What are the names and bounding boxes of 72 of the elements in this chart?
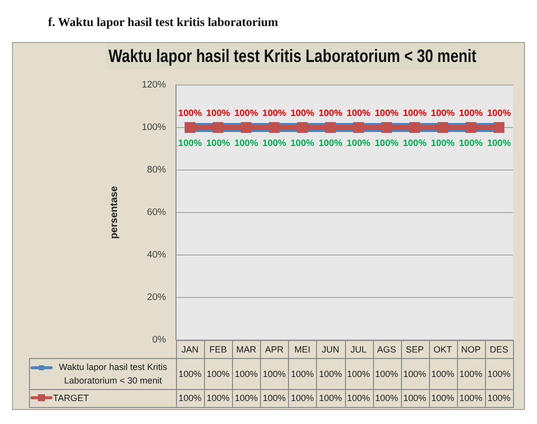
data-label: 100% (178, 393, 202, 404)
data-label: 100% (206, 368, 230, 379)
text: 100% (374, 138, 399, 148)
text: 100% (318, 138, 342, 148)
data-label: 100% (403, 368, 426, 379)
x-tick-label: NOP (461, 344, 481, 354)
data-label: 100% (431, 393, 454, 404)
data-label: 100% (375, 393, 398, 404)
data-label: 100% (318, 393, 342, 404)
data-label: 100% (290, 393, 314, 404)
data-label: 100% (234, 368, 258, 379)
y-tick-label: 40% (146, 250, 167, 261)
x-tick-label: JUL (350, 344, 367, 354)
data-label: 100% (431, 368, 454, 379)
text: 100% (290, 108, 314, 118)
x-tick-label: MAR (236, 344, 257, 354)
y-tick-label: 80% (146, 164, 167, 176)
text: 100% (374, 108, 399, 118)
x-tick-label: SEP (406, 344, 424, 354)
data-label: 100% (262, 368, 286, 379)
text: 100% (206, 138, 230, 148)
x-tick-label: MEI (294, 344, 310, 354)
x-tick-label: JAN (182, 344, 199, 354)
x-tick-label: APR (265, 344, 284, 354)
y-tick-label: 20% (146, 292, 167, 304)
data-label: 100% (234, 393, 258, 404)
data-label: 100% (318, 368, 342, 379)
data-label: 100% (262, 393, 286, 404)
text: 100% (206, 108, 230, 118)
text: 100% (346, 138, 370, 148)
legend-label: TARGET (53, 393, 90, 404)
x-tick-label: OKT (434, 344, 453, 354)
text: 100% (487, 138, 511, 148)
text: 100% (262, 108, 286, 118)
data-label: 100% (375, 368, 398, 379)
data-label: 100% (403, 393, 426, 404)
data-label: 100% (459, 368, 482, 379)
text: 100% (402, 138, 427, 148)
text: 100% (430, 108, 455, 118)
data-label: 100% (290, 368, 314, 379)
data-label: 100% (347, 393, 370, 404)
x-tick-label: DES (490, 344, 508, 354)
data-label: 100% (178, 368, 202, 379)
text: 100% (402, 108, 427, 118)
text: 100% (234, 138, 258, 148)
text: 100% (290, 138, 314, 148)
text: 100% (430, 138, 455, 148)
y-tick-label: 120% (142, 80, 167, 91)
y-tick-label: 100% (142, 122, 167, 134)
text: 100% (458, 138, 483, 148)
text: 100% (178, 138, 202, 148)
y-axis-title: persentase (108, 186, 120, 239)
data-label: 100% (487, 393, 510, 404)
data-label: 100% (459, 393, 482, 404)
text: 100% (234, 108, 258, 118)
chart-title: Waktu lapor hasil test Kritis Laboratorium < 30 menit (108, 46, 476, 66)
y-tick-label: 0% (152, 334, 167, 346)
y-tick-label: 60% (146, 207, 167, 218)
data-label: 100% (487, 368, 510, 379)
text: 100% (487, 108, 511, 118)
text: 100% (262, 138, 286, 148)
text: 100% (318, 108, 342, 118)
text: 100% (178, 108, 202, 118)
data-label: 100% (206, 393, 230, 404)
text: 100% (458, 108, 483, 118)
data-label: 100% (347, 368, 370, 379)
text: f. Waktu lapor hasil test kritis laboratorium (48, 15, 278, 30)
text: 100% (346, 108, 370, 118)
x-tick-label: FEB (209, 344, 227, 354)
x-tick-label: AGS (377, 344, 396, 354)
legend-label: Waktu lapor hasil test Kritis Laboratorium < 30 menit (58, 362, 168, 386)
x-tick-label: JUN (322, 344, 340, 354)
